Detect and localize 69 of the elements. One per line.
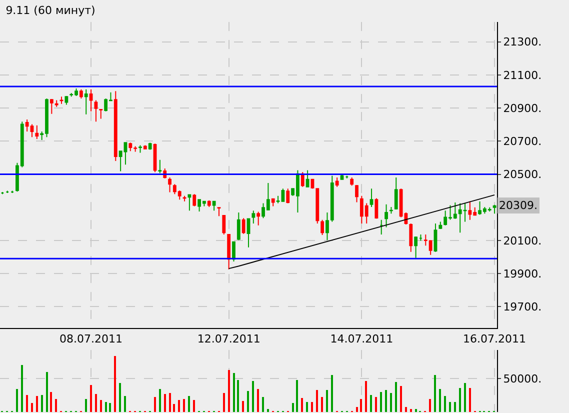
candlestick: [271, 198, 275, 207]
candlestick: [60, 96, 64, 104]
candlestick: [138, 144, 142, 154]
candlestick: [222, 214, 226, 235]
x-tick-label: 12.07.2011: [197, 332, 260, 346]
candlestick: [345, 175, 349, 179]
x-tick-label: 14.07.2011: [330, 332, 394, 346]
y-tick-label: 20500.: [503, 168, 542, 182]
candlestick: [0, 191, 4, 195]
x-tick-label: 16.07.2011: [463, 332, 526, 346]
candlestick: [246, 218, 250, 248]
y-tick-label: 20900.: [503, 102, 542, 115]
candlestick: [207, 200, 211, 208]
candlestick: [143, 144, 147, 150]
candlestick: [390, 206, 393, 214]
candlestick: [236, 212, 240, 241]
candlestick: [79, 88, 83, 99]
y-tick-label: 21100.: [503, 68, 542, 82]
chart-title: 9.11 (60 минут): [6, 4, 96, 17]
candlestick: [242, 218, 246, 234]
candlestick: [6, 190, 10, 194]
y-tick-label: 19900.: [503, 267, 542, 280]
candlestick: [370, 188, 374, 208]
candlestick: [380, 219, 384, 235]
candlestick: [384, 204, 388, 228]
y-tick-label: 20700.: [503, 135, 542, 148]
candlestick: [182, 195, 186, 202]
candlestick: [434, 223, 438, 252]
annotation: 20309.: [499, 199, 538, 212]
candlestick: [114, 90, 118, 162]
candlestick: [99, 109, 103, 120]
candlestick: [252, 210, 256, 224]
x-tick-label: 08.07.2011: [60, 332, 123, 346]
candlestick: [394, 177, 398, 210]
candlestick: [84, 88, 88, 115]
candlestick: [54, 100, 58, 108]
candlestick: [306, 170, 310, 188]
candlestick: [355, 184, 358, 203]
candlestick: [492, 204, 496, 214]
candlestick: [409, 223, 413, 252]
candlestick: [192, 194, 196, 207]
candlestick: [350, 177, 354, 186]
candlestick: [50, 98, 54, 114]
y-tick-label: 19700.: [503, 300, 542, 314]
candlestick: [217, 206, 221, 217]
candlestick: [374, 198, 378, 220]
candlestick: [188, 194, 192, 212]
y-tick-label: 20100.: [503, 234, 542, 248]
candlestick: [414, 236, 418, 258]
candlestick: [10, 190, 14, 194]
candlestick: [89, 88, 93, 112]
y-tick-label: 21300.: [503, 36, 542, 49]
y2-tick-label: 50000.: [503, 372, 542, 386]
candlestick: [227, 234, 231, 270]
candlestick: [35, 124, 39, 140]
candlestick: [212, 200, 216, 212]
candlestick: [335, 177, 339, 188]
candlestick: [168, 177, 172, 193]
candlestick: [94, 100, 98, 122]
candlestick: [286, 188, 290, 204]
candlestick: [256, 211, 260, 226]
candlestick: [438, 221, 442, 230]
candlestick: [320, 219, 324, 236]
candlestick: [158, 159, 162, 174]
candlestick: [64, 95, 68, 106]
candlestick: [300, 172, 304, 188]
candlestick: [232, 241, 236, 262]
candlestick: [419, 234, 422, 242]
candlestick: [148, 142, 152, 150]
